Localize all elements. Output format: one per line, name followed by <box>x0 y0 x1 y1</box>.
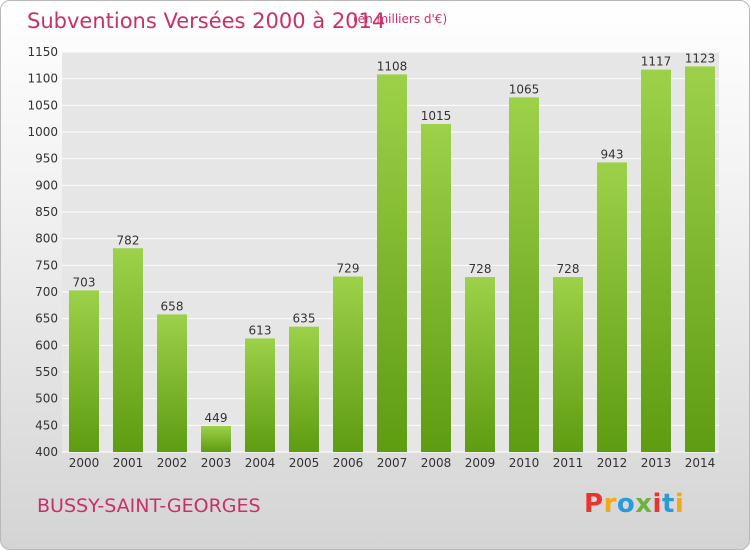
bar-2011 <box>553 277 583 452</box>
y-tick-label: 1000 <box>27 125 58 139</box>
city-name: BUSSY-SAINT-GEORGES <box>37 495 261 517</box>
y-tick-label: 950 <box>35 152 58 166</box>
y-tick-label: 400 <box>35 445 58 459</box>
data-label: 658 <box>161 299 184 313</box>
data-label: 613 <box>249 323 272 337</box>
x-tick-label: 2002 <box>157 456 188 470</box>
x-tick-label: 2004 <box>245 456 276 470</box>
brand-logo: Proxiti <box>584 489 684 519</box>
x-tick-label: 2007 <box>377 456 408 470</box>
logo-letter: P <box>584 489 604 519</box>
bar-2012 <box>597 162 627 452</box>
x-tick-label: 2014 <box>685 456 716 470</box>
bar-2001 <box>113 248 143 452</box>
x-tick-label: 2008 <box>421 456 452 470</box>
x-tick-label: 2006 <box>333 456 364 470</box>
data-label: 729 <box>337 262 360 276</box>
bar-2013 <box>641 69 671 452</box>
logo-letter: t <box>661 489 675 519</box>
logo-letter: x <box>635 489 653 519</box>
y-tick-label: 1100 <box>27 72 58 86</box>
x-axis-ticks: 2000 2001 2002 2003 2004 2005 2006 2007 2008 2009… <box>69 456 716 470</box>
y-tick-label: 750 <box>35 258 58 272</box>
y-tick-label: 550 <box>35 365 58 379</box>
data-label: 635 <box>293 312 316 326</box>
bar-2009 <box>465 277 495 452</box>
logo-letter: r <box>603 489 617 519</box>
value-labels: 703 782 658 449 613 635 729 1108 1015 728 1065 728 9… <box>73 51 716 424</box>
x-tick-label: 2001 <box>113 456 144 470</box>
bar-2003 <box>201 425 231 452</box>
x-tick-label: 2010 <box>509 456 540 470</box>
data-label: 943 <box>601 147 624 161</box>
y-axis-ticks: 400 450 500 550 600 650 700 750 800 850 900 950 1000… <box>27 45 58 459</box>
bar-2007 <box>377 74 407 453</box>
x-tick-label: 2011 <box>553 456 584 470</box>
data-label: 1123 <box>685 51 716 65</box>
bar-2010 <box>509 97 539 452</box>
bars <box>69 66 715 453</box>
bar-2006 <box>333 276 363 452</box>
data-label: 703 <box>73 275 96 289</box>
data-label: 449 <box>205 411 228 425</box>
y-tick-label: 800 <box>35 232 58 246</box>
x-tick-label: 2000 <box>69 456 100 470</box>
y-tick-label: 1050 <box>27 98 58 112</box>
y-tick-label: 900 <box>35 178 58 192</box>
data-label: 1108 <box>377 59 408 73</box>
y-tick-label: 850 <box>35 205 58 219</box>
x-tick-label: 2013 <box>641 456 672 470</box>
logo-letter: i <box>674 489 685 519</box>
y-tick-label: 600 <box>35 338 58 352</box>
y-tick-label: 700 <box>35 285 58 299</box>
data-label: 1015 <box>421 109 452 123</box>
bar-2000 <box>69 290 99 452</box>
y-tick-label: 450 <box>35 418 58 432</box>
x-tick-label: 2003 <box>201 456 232 470</box>
x-tick-label: 2009 <box>465 456 496 470</box>
data-label: 782 <box>117 233 140 247</box>
bar-2002 <box>157 314 187 452</box>
data-label: 728 <box>469 262 492 276</box>
y-tick-label: 500 <box>35 392 58 406</box>
data-label: 1065 <box>509 82 540 96</box>
data-label: 728 <box>557 262 580 276</box>
bar-chart: 703 782 658 449 613 635 729 1108 1015 728 1065 728 9… <box>27 45 719 470</box>
bar-2004 <box>245 338 275 452</box>
bar-2005 <box>289 326 319 452</box>
logo-letter: o <box>616 489 636 519</box>
chart-title: Subventions Versées 2000 à 2014 <box>27 9 386 33</box>
y-tick-label: 1150 <box>27 45 58 59</box>
chart-unit-label: (en milliers d'€) <box>353 12 448 26</box>
x-tick-label: 2012 <box>597 456 628 470</box>
x-tick-label: 2005 <box>289 456 320 470</box>
logo-letter: i <box>652 489 662 519</box>
y-tick-label: 650 <box>35 312 58 326</box>
bar-2008 <box>421 124 451 452</box>
bar-2014 <box>685 66 715 453</box>
data-label: 1117 <box>641 55 672 69</box>
